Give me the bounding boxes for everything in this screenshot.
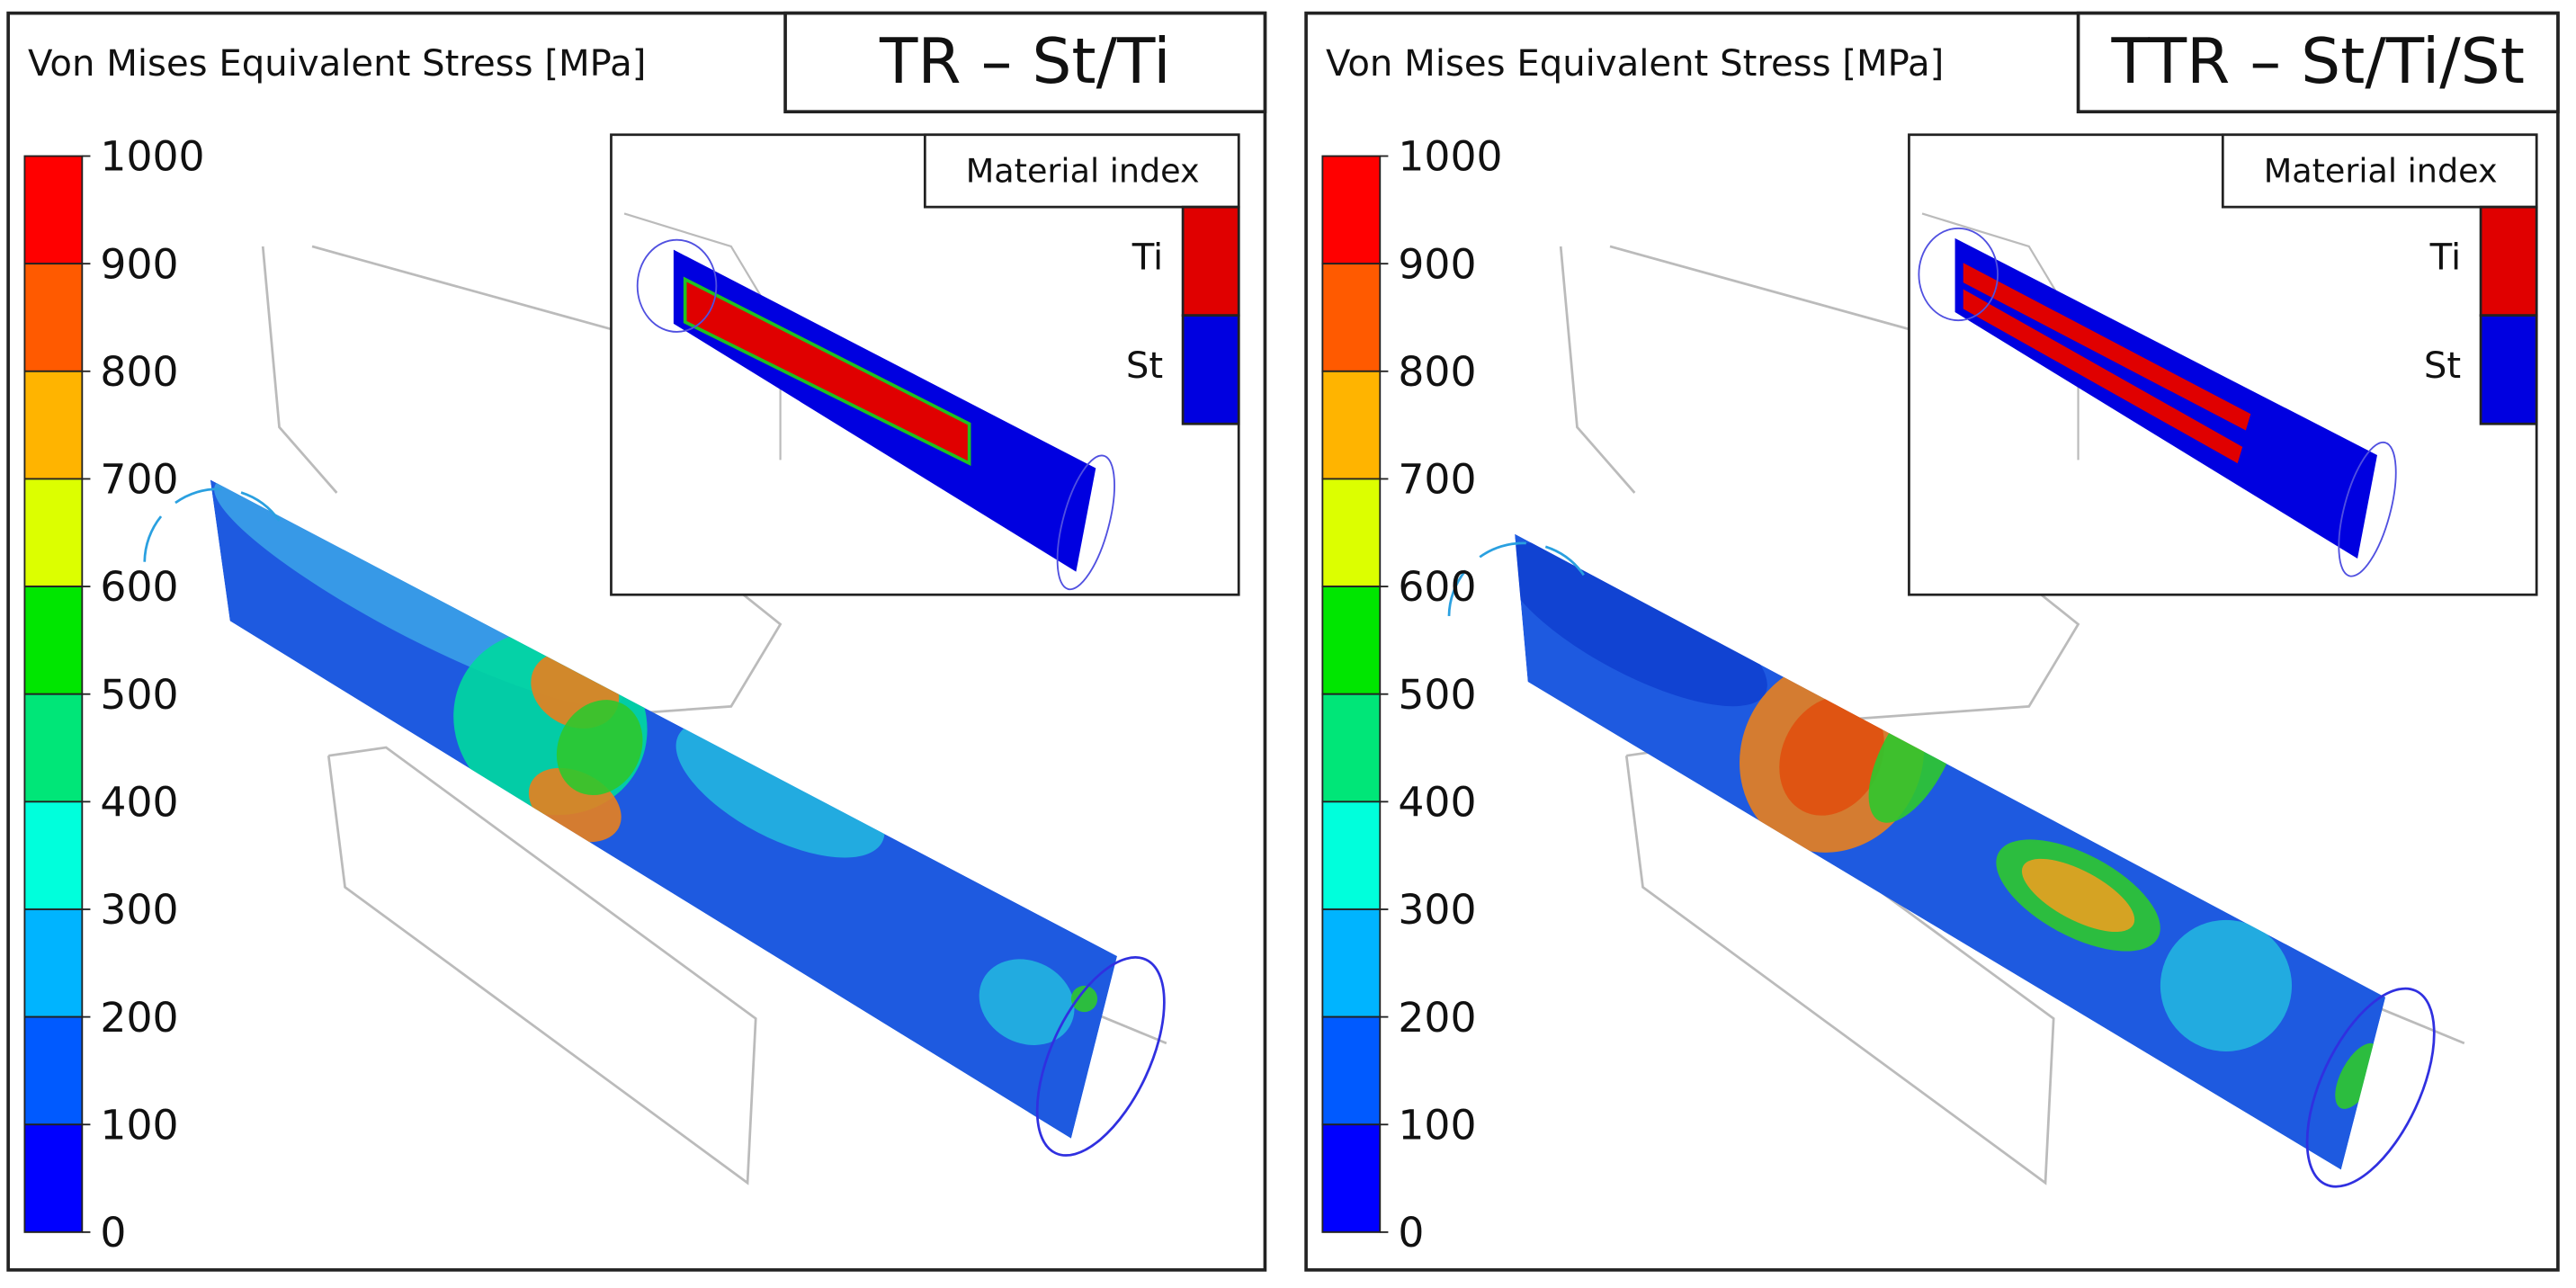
title-box <box>2076 11 2560 114</box>
support-ring <box>1447 541 1585 616</box>
colorbar-band <box>1321 908 1382 1018</box>
outline <box>261 246 338 494</box>
stress-region <box>1070 985 1098 1013</box>
stress-region <box>1515 541 1767 707</box>
colorbar-tick-label: 500 <box>100 671 178 719</box>
colorbar-band <box>23 370 84 480</box>
colorbar-band <box>1321 586 1382 695</box>
colorbar-tick-label: 1000 <box>1398 133 1502 181</box>
colorbar-band <box>23 1015 84 1126</box>
colorbar-band <box>23 693 84 803</box>
stress-region <box>2021 858 2135 933</box>
colorbar-band <box>1321 155 1382 265</box>
colorbar-tick-label: 600 <box>1398 563 1476 611</box>
support-ring <box>636 238 718 333</box>
colorbar-tick-label: 200 <box>1398 994 1476 1042</box>
stress-label: Von Mises Equivalent Stress [MPa] <box>1326 43 1944 85</box>
colorbar-tick-label: 1000 <box>100 133 204 181</box>
legend-label: Ti <box>1131 237 1163 279</box>
legend-label: St <box>1126 345 1163 387</box>
legend-label: St <box>2424 345 2461 387</box>
colorbar-band <box>23 586 84 695</box>
colorbar-tick-label: 0 <box>100 1209 126 1257</box>
stress-region <box>979 959 1075 1045</box>
panel-title: TTR – St/Ti/St <box>2111 26 2525 98</box>
support-ring <box>1918 227 1999 322</box>
legend-title: Material index <box>2264 151 2498 190</box>
colorbar-tick-label: 700 <box>1398 456 1476 504</box>
colorbar-tick-label: 400 <box>100 779 178 827</box>
legend-label: Ti <box>2429 237 2461 279</box>
title-box <box>783 11 1267 114</box>
beam <box>1515 533 2386 1170</box>
panel: Von Mises Equivalent Stress [MPa] TTR – S… <box>1304 11 2560 1272</box>
colorbar-tick-label: 0 <box>1398 1209 1424 1257</box>
colorbar-tick-label: 800 <box>100 348 178 396</box>
inset-ti-region <box>1963 289 2243 464</box>
colorbar-tick-label: 800 <box>1398 348 1476 396</box>
inset-ti-region <box>683 276 971 467</box>
legend-swatch <box>1181 314 1240 425</box>
colorbar-tick-label: 700 <box>100 456 178 504</box>
inset-ti-region <box>1963 263 2251 431</box>
legend-title-box <box>923 133 1240 209</box>
outline <box>326 746 757 1185</box>
support-ring <box>1035 956 1166 1157</box>
outline <box>623 212 782 461</box>
colorbar-tick-label: 500 <box>1398 671 1476 719</box>
colorbar-band <box>1321 263 1382 372</box>
colorbar-tick-label: 900 <box>100 240 178 288</box>
stress-region <box>675 719 885 858</box>
outline <box>1559 246 1636 494</box>
colorbar-band <box>23 478 84 587</box>
panel: Von Mises Equivalent Stress [MPa] TR – St… <box>6 11 1267 1272</box>
panel-title: TR – St/Ti <box>879 26 1171 98</box>
colorbar-tick-label: 200 <box>100 994 178 1042</box>
colorbar-tick-label: 900 <box>1398 240 1476 288</box>
support-ring <box>2338 441 2397 577</box>
colorbar-band <box>23 155 84 265</box>
inset-frame <box>610 133 1240 596</box>
colorbar-tick-label: 300 <box>1398 886 1476 934</box>
colorbar-band <box>23 908 84 1018</box>
colorbar-band <box>1321 801 1382 910</box>
colorbar-band <box>1321 478 1382 587</box>
colorbar-band <box>1321 1123 1382 1233</box>
colorbar-tick-label: 400 <box>1398 779 1476 827</box>
stress-region <box>2335 1042 2380 1109</box>
colorbar-tick-label: 600 <box>100 563 178 611</box>
stress-region <box>556 700 643 796</box>
colorbar-tick-label: 100 <box>1398 1101 1476 1149</box>
stress-region <box>1779 695 1884 816</box>
support-ring <box>143 487 281 562</box>
support-ring <box>2305 987 2436 1188</box>
colorbar-tick-label: 100 <box>100 1101 178 1149</box>
colorbar-band <box>1321 1015 1382 1126</box>
colorbar-band <box>1321 693 1382 803</box>
stress-region <box>2160 919 2293 1051</box>
legend-title: Material index <box>966 151 1200 190</box>
colorbar-band <box>23 801 84 910</box>
legend-swatch <box>2479 314 2538 425</box>
outline <box>1921 212 2080 461</box>
support-ring <box>1056 454 1115 591</box>
stress-label: Von Mises Equivalent Stress [MPa] <box>28 43 646 85</box>
legend-swatch <box>2479 205 2538 318</box>
colorbar-band <box>23 1123 84 1233</box>
colorbar-band <box>23 263 84 372</box>
colorbar-tick-label: 300 <box>100 886 178 934</box>
legend-title-box <box>2221 133 2538 209</box>
legend-swatch <box>1181 205 1240 318</box>
colorbar-band <box>1321 370 1382 480</box>
